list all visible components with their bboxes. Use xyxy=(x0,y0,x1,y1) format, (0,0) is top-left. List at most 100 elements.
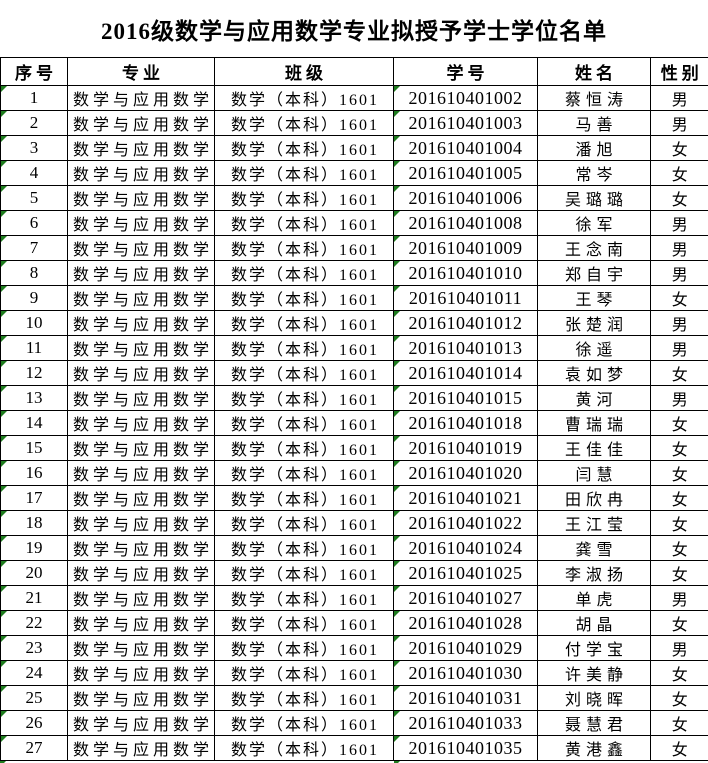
cell-class: 数学（本科）1601 xyxy=(215,536,394,561)
cell-student-id-text: 201610401024 xyxy=(409,538,523,558)
cell-student-id-text: 201610401029 xyxy=(409,638,523,658)
cell-major-text: 数学与应用数学 xyxy=(73,342,213,359)
cell-gender: 女 xyxy=(651,411,708,436)
cell-gender: 女 xyxy=(651,511,708,536)
cell-name: 田欣冉 xyxy=(538,486,651,511)
cell-seq: 17 xyxy=(1,486,68,511)
cell-major: 数学与应用数学 xyxy=(68,661,215,686)
cell-major-text: 数学与应用数学 xyxy=(73,242,213,259)
cell-gender-text: 女 xyxy=(672,667,688,684)
cell-gender-text: 男 xyxy=(672,217,688,234)
cell-class: 数学（本科）1601 xyxy=(215,386,394,411)
cell-student-id: 201610401013 xyxy=(394,336,538,361)
cell-student-id: 201610401006 xyxy=(394,186,538,211)
cell-major: 数学与应用数学 xyxy=(68,286,215,311)
cell-gender: 女 xyxy=(651,186,708,211)
error-indicator-icon xyxy=(1,536,7,542)
cell-name: 单虎 xyxy=(538,586,651,611)
cell-seq-text: 17 xyxy=(26,488,43,507)
cell-name-text: 蔡恒涛 xyxy=(565,92,628,109)
cell-major-text: 数学与应用数学 xyxy=(73,367,213,384)
cell-seq-text: 15 xyxy=(26,438,43,457)
error-indicator-icon xyxy=(394,386,400,392)
cell-class-text: 数学（本科）1601 xyxy=(231,617,379,634)
cell-seq-text: 3 xyxy=(30,138,39,157)
cell-major-text: 数学与应用数学 xyxy=(73,92,213,109)
cell-student-id-text: 201610401006 xyxy=(409,188,523,208)
cell-major-text: 数学与应用数学 xyxy=(73,692,213,709)
cell-student-id-text: 201610401011 xyxy=(409,288,522,308)
cell-student-id-text: 201610401008 xyxy=(409,213,523,233)
cell-name-text: 郑自宇 xyxy=(565,267,628,284)
cell-class-text: 数学（本科）1601 xyxy=(231,667,379,684)
cell-seq: 7 xyxy=(1,236,68,261)
cell-gender-text: 女 xyxy=(672,617,688,634)
cell-name: 闫慧 xyxy=(538,461,651,486)
header-name: 姓名 xyxy=(538,58,651,86)
cell-name-text: 聂慧君 xyxy=(565,717,628,734)
cell-major-text: 数学与应用数学 xyxy=(73,142,213,159)
cell-major: 数学与应用数学 xyxy=(68,361,215,386)
cell-student-id-text: 201610401014 xyxy=(409,363,523,383)
error-indicator-icon xyxy=(394,161,400,167)
cell-major-text: 数学与应用数学 xyxy=(73,317,213,334)
cell-student-id-text: 201610401033 xyxy=(409,713,523,733)
page-title: 2016级数学与应用数学专业拟授予学士学位名单 xyxy=(101,12,607,46)
cell-gender-text: 女 xyxy=(672,442,688,459)
cell-seq: 2 xyxy=(1,111,68,136)
cell-gender-text: 男 xyxy=(672,642,688,659)
error-indicator-icon xyxy=(1,211,7,217)
cell-gender: 女 xyxy=(651,486,708,511)
cell-seq-text: 5 xyxy=(30,188,39,207)
cell-class-text: 数学（本科）1601 xyxy=(231,392,379,409)
cell-class-text: 数学（本科）1601 xyxy=(231,267,379,284)
cell-seq-text: 18 xyxy=(26,513,43,532)
cell-gender-text: 男 xyxy=(672,92,688,109)
cell-student-id-text: 201610401004 xyxy=(409,138,523,158)
cell-class: 数学（本科）1601 xyxy=(215,586,394,611)
cell-gender: 女 xyxy=(651,286,708,311)
error-indicator-icon xyxy=(1,311,7,317)
cell-gender-text: 男 xyxy=(672,267,688,284)
cell-major-text: 数学与应用数学 xyxy=(73,392,213,409)
error-indicator-icon xyxy=(394,111,400,117)
cell-gender: 男 xyxy=(651,311,708,336)
cell-major: 数学与应用数学 xyxy=(68,711,215,736)
error-indicator-icon xyxy=(394,611,400,617)
error-indicator-icon xyxy=(1,136,7,142)
cell-seq-text: 6 xyxy=(30,213,39,232)
cell-name-text: 王念南 xyxy=(565,242,628,259)
error-indicator-icon xyxy=(1,261,7,267)
cell-student-id: 201610401014 xyxy=(394,361,538,386)
cell-major: 数学与应用数学 xyxy=(68,611,215,636)
cell-class: 数学（本科）1601 xyxy=(215,411,394,436)
cell-gender: 女 xyxy=(651,661,708,686)
cell-gender-text: 女 xyxy=(672,542,688,559)
cell-class-text: 数学（本科）1601 xyxy=(231,592,379,609)
cell-student-id-text: 201610401035 xyxy=(409,738,523,758)
cell-student-id-text: 201610401012 xyxy=(409,313,523,333)
cell-student-id: 201610401025 xyxy=(394,561,538,586)
cell-student-id: 201610401030 xyxy=(394,661,538,686)
error-indicator-icon xyxy=(1,411,7,417)
cell-student-id-text: 201610401022 xyxy=(409,513,523,533)
cell-class-text: 数学（本科）1601 xyxy=(231,742,379,759)
cell-class: 数学（本科）1601 xyxy=(215,136,394,161)
cell-gender: 女 xyxy=(651,461,708,486)
cell-gender: 女 xyxy=(651,611,708,636)
cell-major: 数学与应用数学 xyxy=(68,636,215,661)
error-indicator-icon xyxy=(1,711,7,717)
cell-seq: 23 xyxy=(1,636,68,661)
cell-class-text: 数学（本科）1601 xyxy=(231,542,379,559)
cell-class: 数学（本科）1601 xyxy=(215,511,394,536)
cell-name: 常岑 xyxy=(538,161,651,186)
error-indicator-icon xyxy=(1,461,7,467)
cell-seq-text: 13 xyxy=(26,388,43,407)
cell-gender-text: 女 xyxy=(672,167,688,184)
